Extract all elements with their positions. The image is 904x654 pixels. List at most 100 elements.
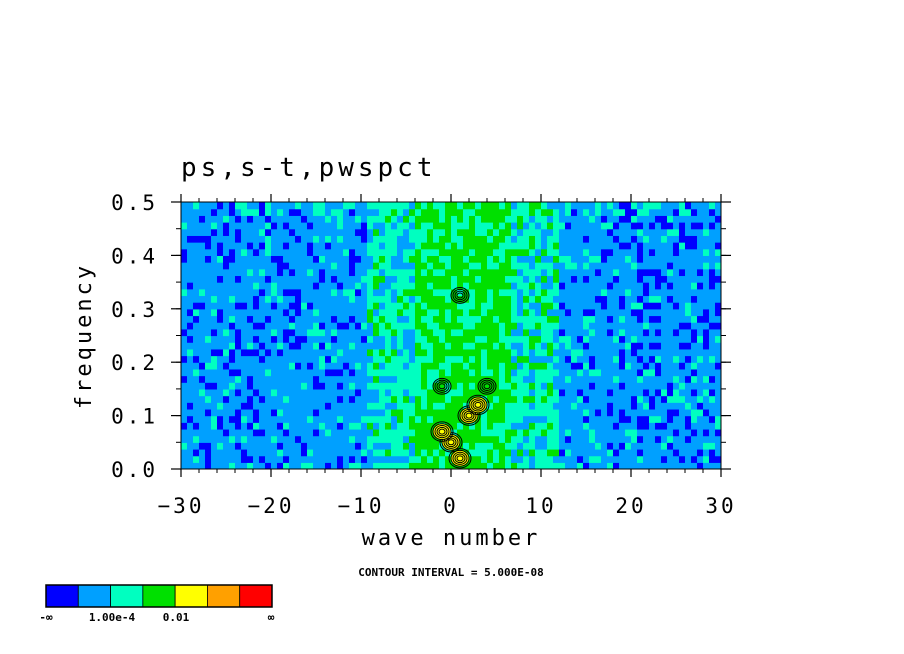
heatmap-cell (283, 262, 290, 270)
heatmap-cell (691, 455, 698, 463)
heatmap-cell (625, 288, 632, 297)
heatmap-cell (241, 435, 248, 443)
heatmap-cell (295, 342, 302, 350)
heatmap-cell (607, 288, 614, 297)
heatmap-cell (259, 442, 266, 450)
heatmap-cell (559, 255, 566, 263)
heatmap-cell (493, 395, 500, 403)
heatmap-cell (619, 222, 626, 230)
heatmap-cell (403, 415, 410, 423)
heatmap-cell (529, 282, 536, 290)
contour-maximum (430, 421, 454, 442)
heatmap-cell (667, 302, 674, 310)
heatmap-cell (325, 455, 332, 463)
heatmap-cell (661, 215, 668, 223)
heatmap-cell (217, 348, 224, 357)
heatmap-cell (343, 408, 350, 417)
heatmap-cell (319, 235, 326, 243)
heatmap-cell (505, 362, 512, 370)
heatmap-cell (709, 255, 716, 263)
heatmap-cell (181, 382, 188, 390)
heatmap-cell (541, 275, 548, 283)
heatmap-cell (613, 422, 620, 430)
heatmap-cell (529, 295, 536, 303)
heatmap-cell (553, 282, 560, 290)
heatmap-cell (487, 402, 494, 410)
heatmap-cell (589, 428, 596, 437)
heatmap-cell (247, 215, 254, 223)
heatmap-cell (259, 288, 266, 297)
heatmap-cell (673, 255, 680, 263)
heatmap-cell (289, 448, 296, 457)
heatmap-cell (625, 462, 632, 469)
heatmap-cell (463, 328, 470, 337)
heatmap-cell (499, 322, 506, 330)
heatmap-cell (613, 362, 620, 370)
heatmap-cell (307, 375, 314, 383)
heatmap-cell (703, 348, 710, 357)
heatmap-cell (199, 248, 206, 256)
heatmap-cell (685, 282, 692, 290)
heatmap-cell (241, 388, 248, 397)
heatmap-cell (193, 342, 200, 350)
heatmap-cell (667, 415, 674, 423)
heatmap-cell (409, 322, 416, 330)
heatmap-cell (247, 375, 254, 383)
heatmap-cell (385, 395, 392, 403)
heatmap-cell (367, 415, 374, 423)
heatmap-cell (379, 215, 386, 223)
heatmap-cell (667, 308, 674, 317)
heatmap-cell (265, 282, 272, 290)
heatmap-cell (313, 422, 320, 430)
heatmap-cell (217, 368, 224, 377)
heatmap-cell (367, 202, 374, 210)
heatmap-cell (307, 315, 314, 323)
heatmap-cell (691, 348, 698, 357)
heatmap-cell (451, 368, 458, 377)
heatmap-cell (205, 268, 212, 277)
heatmap-cell (211, 395, 218, 403)
heatmap-cell (379, 362, 386, 370)
heatmap-cell (205, 375, 212, 383)
heatmap-cell (289, 408, 296, 417)
heatmap-cell (307, 215, 314, 223)
heatmap-cell (697, 335, 704, 343)
heatmap-cell (445, 322, 452, 330)
heatmap-cell (289, 262, 296, 270)
heatmap-cell (379, 235, 386, 243)
heatmap-cell (415, 368, 422, 377)
heatmap-cell (223, 335, 230, 343)
heatmap-cell (397, 448, 404, 457)
heatmap-cell (715, 315, 721, 323)
heatmap-cell (259, 342, 266, 350)
heatmap-cell (259, 255, 266, 263)
heatmap-cell (661, 375, 668, 383)
heatmap-cell (295, 335, 302, 343)
heatmap-cell (265, 355, 272, 363)
heatmap-cell (223, 295, 230, 303)
heatmap-cell (613, 402, 620, 410)
heatmap-cell (505, 442, 512, 450)
heatmap-cell (319, 402, 326, 410)
heatmap-cell (229, 242, 236, 250)
heatmap-cell (541, 322, 548, 330)
heatmap-cell (187, 308, 194, 317)
heatmap-cell (589, 382, 596, 390)
heatmap-cell (709, 228, 716, 236)
heatmap-cell (673, 262, 680, 270)
heatmap-cell (217, 422, 224, 430)
heatmap-cell (235, 268, 242, 277)
heatmap-cell (667, 222, 674, 230)
heatmap-cell (331, 262, 338, 270)
heatmap-cell (607, 448, 614, 457)
heatmap-cell (691, 322, 698, 330)
heatmap-cell (577, 362, 584, 370)
heatmap-cell (523, 288, 530, 297)
heatmap-cell (295, 302, 302, 310)
heatmap-cell (673, 348, 680, 357)
heatmap-cell (229, 455, 236, 463)
heatmap-cell (253, 448, 260, 457)
heatmap-cell (181, 208, 188, 216)
heatmap-cell (439, 368, 446, 377)
heatmap-cell (343, 442, 350, 450)
